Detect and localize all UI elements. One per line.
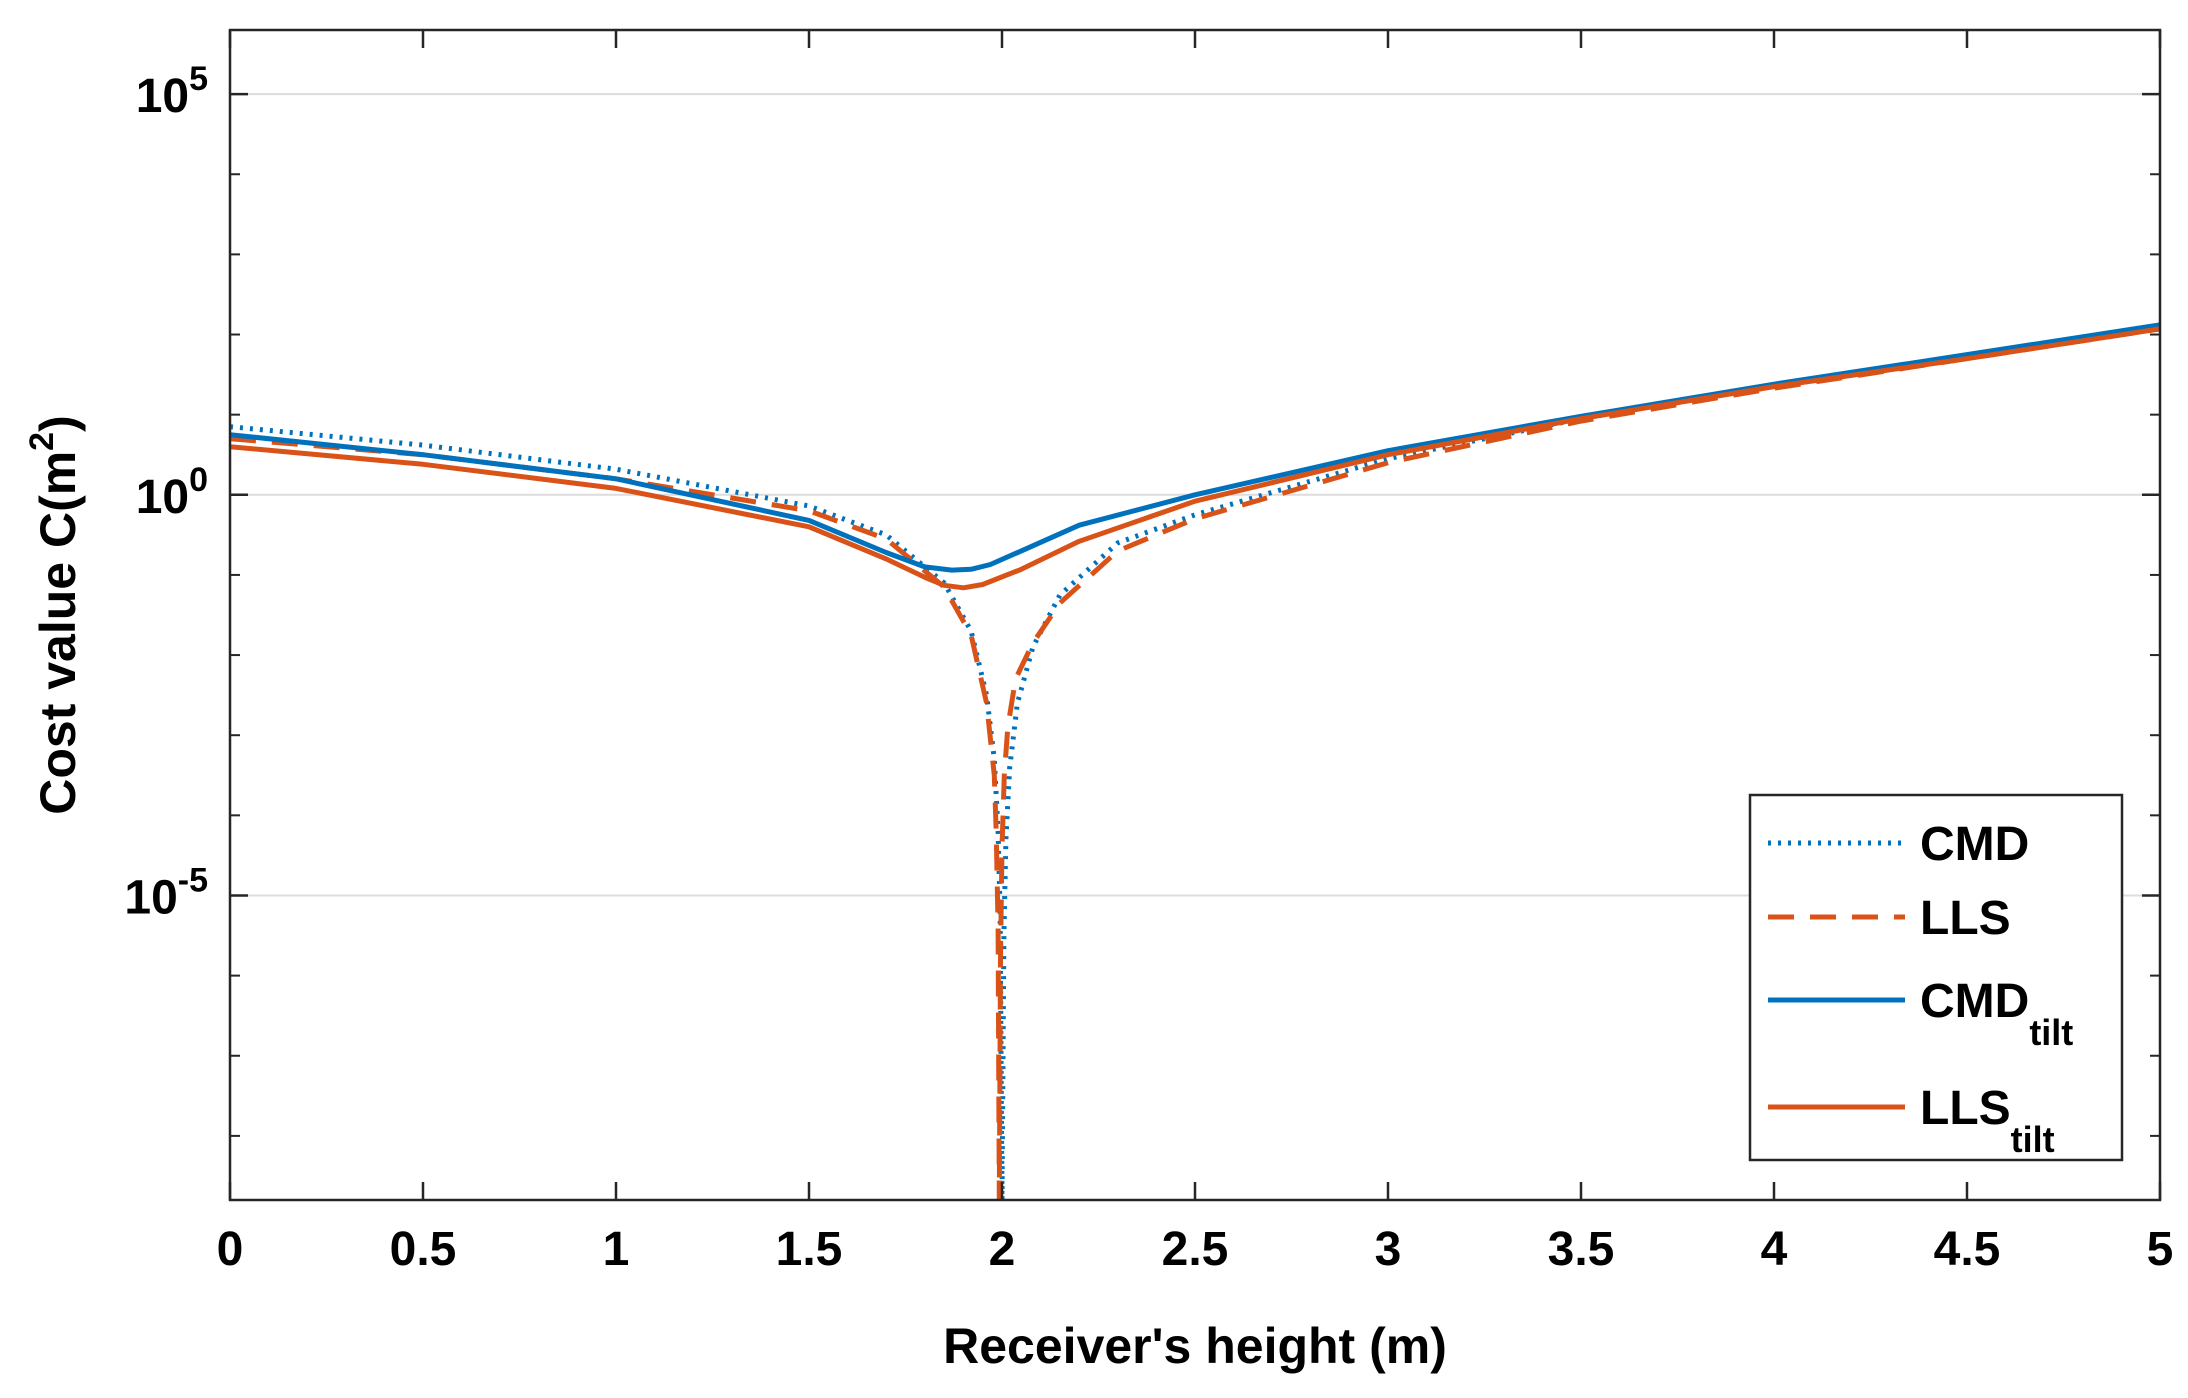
series-lines	[230, 322, 2160, 1200]
y-tick-label: 100	[136, 461, 208, 524]
y-tick-label-base: 10	[136, 471, 189, 524]
legend-label-subscript: tilt	[2029, 1012, 2073, 1053]
x-tick-label: 5	[2147, 1223, 2174, 1276]
y-tick-label-exponent: 5	[189, 60, 208, 98]
x-tick-label: 0.5	[390, 1223, 457, 1276]
x-axis-label: Receiver's height (m)	[943, 1318, 1447, 1374]
legend-label-name: LLS	[1920, 1082, 2011, 1135]
y-axis-label-close: )	[30, 415, 86, 432]
y-axis-label: Cost value C(m2)	[23, 415, 86, 815]
x-tick-label: 2.5	[1162, 1223, 1229, 1276]
plot-frame	[228, 28, 2162, 1202]
legend-label-subscript: tilt	[2011, 1119, 2055, 1160]
y-tick-label-base: 10	[124, 871, 177, 924]
x-tick-label: 3.5	[1548, 1223, 1615, 1276]
legend-label-name: CMD	[1920, 818, 2029, 871]
x-tick-label: 2	[989, 1223, 1016, 1276]
y-tick-label: 10-5	[124, 861, 208, 924]
legend-box	[1748, 793, 2124, 1162]
series-line-lls-tilt	[230, 326, 2160, 591]
y-tick-label: 105	[136, 60, 208, 123]
y-axis-label-main: Cost value C(m	[30, 451, 86, 815]
x-tick-label: 3	[1375, 1223, 1402, 1276]
legend-label: LLStilt	[1920, 1082, 2055, 1160]
y-tick-label-exponent: 0	[189, 461, 208, 499]
x-tick-label: 4.5	[1934, 1223, 2001, 1276]
x-tick-label: 1.5	[776, 1223, 843, 1276]
legend-label-name: LLS	[1920, 892, 2011, 945]
x-tick-labels: 0 0.5 1 1.5 2 2.5 3 3.5 4 4.5 5	[217, 1223, 2174, 1276]
y-axis-label-sup: 2	[23, 432, 61, 451]
y-tick-label-base: 10	[136, 70, 189, 123]
series-line-lls	[230, 326, 2160, 1200]
legend-label: CMD	[1920, 818, 2029, 871]
legend-label-name: CMD	[1920, 975, 2029, 1028]
legend-label: CMDtilt	[1920, 975, 2073, 1053]
x-tick-label: 4	[1761, 1223, 1788, 1276]
x-tick-label: 0	[217, 1223, 244, 1276]
y-tick-label-exponent: -5	[178, 861, 208, 899]
x-tick-label: 1	[603, 1223, 630, 1276]
legend-label: LLS	[1920, 892, 2011, 945]
